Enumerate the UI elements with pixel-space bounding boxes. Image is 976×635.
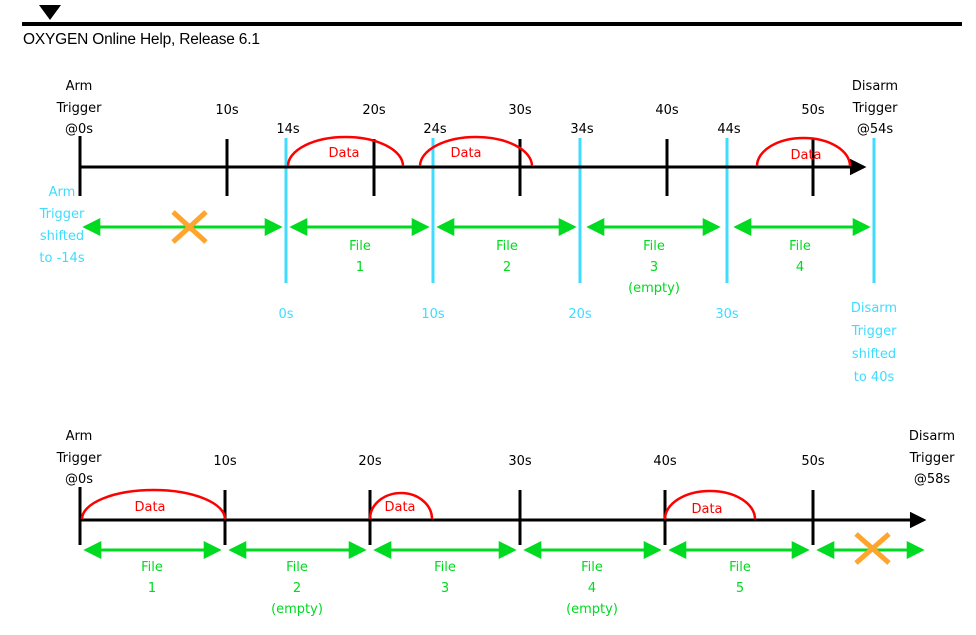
shifted-tick-label: 44s: [717, 122, 741, 137]
file-label: File 3 (empty): [628, 239, 680, 296]
data-label: Data: [384, 500, 416, 515]
tick-label: 20s: [362, 103, 386, 118]
tick-label: 30s: [508, 454, 532, 469]
disarm-trigger-label-2: Disarm Trigger @58s: [908, 429, 956, 487]
data-arc-2-1: [80, 488, 227, 520]
data-label: Data: [790, 148, 822, 163]
tick-label: 30s: [508, 103, 532, 118]
tick-label: 10s: [213, 454, 237, 469]
data-label: Data: [328, 146, 360, 161]
shifted-time-label: 30s: [715, 307, 739, 322]
shifted-time-label: 0s: [278, 307, 294, 322]
shifted-tick-label: 14s: [276, 122, 300, 137]
data-arc-1-3: [755, 136, 852, 167]
data-label: Data: [134, 500, 166, 515]
data-arc-1-2: [418, 135, 534, 167]
section-cursor-icon: [39, 5, 61, 20]
timeline-1: [78, 135, 876, 283]
no-file-cross-icon-1: [171, 210, 208, 244]
file-label: File 2: [496, 239, 518, 275]
header-divider: [22, 22, 962, 26]
timeline-1-shifted-grid-lines: [284, 138, 876, 283]
arm-trigger-label-1: Arm Trigger @0s: [56, 79, 102, 137]
tick-label: 10s: [215, 103, 239, 118]
shifted-tick-label: 34s: [570, 122, 594, 137]
file-label: File 4: [789, 239, 811, 275]
tick-label: 40s: [655, 103, 679, 118]
data-arc-2-3: [663, 489, 757, 520]
data-arc-1-1: [286, 135, 405, 167]
arm-trigger-label-2: Arm Trigger @0s: [56, 429, 102, 487]
data-label: Data: [450, 146, 482, 161]
timeline-2: [78, 487, 927, 565]
shifted-time-label: 10s: [421, 307, 445, 322]
shifted-time-label: 20s: [568, 307, 592, 322]
tick-label: 40s: [653, 454, 677, 469]
file-label: File 1: [349, 239, 371, 275]
tick-label: 20s: [358, 454, 382, 469]
shifted-tick-label: 24s: [423, 122, 447, 137]
file-label: File 3: [434, 560, 456, 596]
timeline-1-ticks: [78, 136, 815, 196]
page-title: OXYGEN Online Help, Release 6.1: [23, 31, 260, 48]
tick-label: 50s: [801, 454, 825, 469]
data-arc-2-2: [368, 491, 434, 520]
data-label: Data: [691, 502, 723, 517]
arm-shifted-note: Arm Trigger shifted to -14s: [39, 185, 85, 266]
file-label: File 5: [729, 560, 751, 596]
disarm-trigger-label-1: Disarm Trigger @54s: [851, 79, 899, 137]
disarm-shifted-note: Disarm Trigger shifted to 40s: [850, 301, 898, 385]
file-label: File 2 (empty): [271, 560, 323, 617]
tick-label: 50s: [801, 103, 825, 118]
no-file-cross-icon-2: [854, 532, 891, 565]
file-label: File 4 (empty): [566, 560, 618, 617]
file-label: File 1: [141, 560, 163, 596]
